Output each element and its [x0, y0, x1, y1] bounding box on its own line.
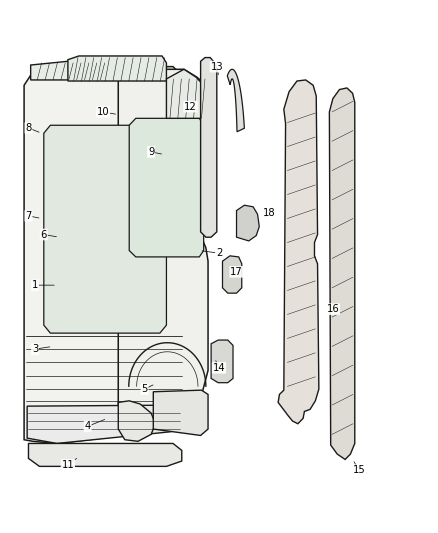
- Text: 11: 11: [61, 460, 74, 470]
- PathPatch shape: [27, 405, 182, 443]
- Text: 7: 7: [25, 211, 32, 221]
- PathPatch shape: [44, 125, 166, 333]
- Text: 3: 3: [32, 344, 38, 354]
- Text: 1: 1: [32, 280, 38, 290]
- Text: 5: 5: [141, 384, 148, 394]
- PathPatch shape: [118, 401, 155, 441]
- PathPatch shape: [31, 61, 103, 80]
- Text: 2: 2: [216, 248, 222, 258]
- Text: 13: 13: [211, 62, 223, 71]
- PathPatch shape: [129, 118, 204, 257]
- PathPatch shape: [211, 340, 233, 383]
- PathPatch shape: [278, 80, 319, 424]
- PathPatch shape: [24, 67, 182, 443]
- PathPatch shape: [68, 56, 166, 81]
- Text: 18: 18: [263, 208, 276, 218]
- Text: 4: 4: [85, 422, 91, 431]
- PathPatch shape: [227, 69, 244, 132]
- PathPatch shape: [201, 58, 217, 237]
- Text: 17: 17: [230, 267, 243, 277]
- PathPatch shape: [28, 443, 182, 466]
- PathPatch shape: [118, 69, 208, 431]
- Text: 16: 16: [326, 304, 339, 314]
- Text: 6: 6: [41, 230, 47, 239]
- Text: 14: 14: [213, 363, 225, 373]
- Text: 12: 12: [184, 102, 197, 111]
- PathPatch shape: [329, 88, 355, 459]
- PathPatch shape: [153, 390, 208, 435]
- PathPatch shape: [166, 69, 204, 118]
- PathPatch shape: [223, 256, 242, 293]
- Text: 15: 15: [353, 465, 366, 475]
- Text: 9: 9: [148, 147, 154, 157]
- Text: 10: 10: [97, 107, 109, 117]
- PathPatch shape: [237, 205, 259, 241]
- Text: 8: 8: [25, 123, 32, 133]
